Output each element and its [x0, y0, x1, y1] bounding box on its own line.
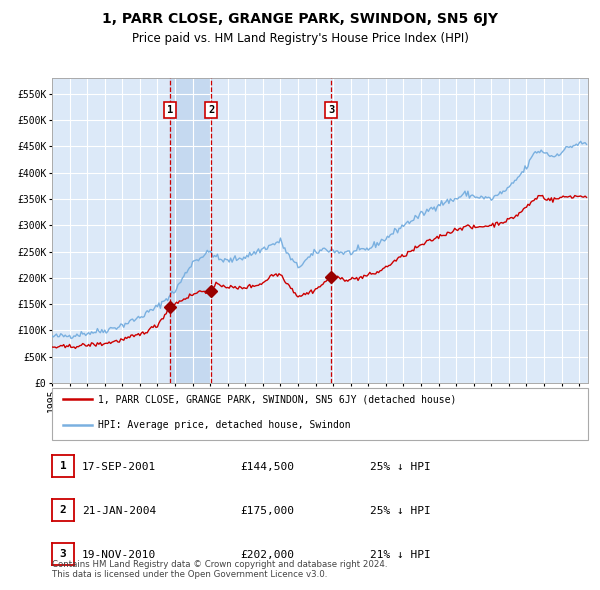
FancyBboxPatch shape: [52, 388, 588, 440]
Text: 1, PARR CLOSE, GRANGE PARK, SWINDON, SN5 6JY: 1, PARR CLOSE, GRANGE PARK, SWINDON, SN5…: [102, 12, 498, 26]
Text: £144,500: £144,500: [240, 462, 294, 472]
Text: 2: 2: [208, 105, 214, 115]
Text: Price paid vs. HM Land Registry's House Price Index (HPI): Price paid vs. HM Land Registry's House …: [131, 32, 469, 45]
Text: 1: 1: [167, 105, 173, 115]
Text: £175,000: £175,000: [240, 506, 294, 516]
Text: 3: 3: [59, 549, 67, 559]
Text: 1, PARR CLOSE, GRANGE PARK, SWINDON, SN5 6JY (detached house): 1, PARR CLOSE, GRANGE PARK, SWINDON, SN5…: [98, 395, 456, 404]
Text: £202,000: £202,000: [240, 550, 294, 560]
Text: 19-NOV-2010: 19-NOV-2010: [82, 550, 156, 560]
Text: 25% ↓ HPI: 25% ↓ HPI: [370, 506, 431, 516]
Bar: [170, 78, 211, 383]
Text: 1: 1: [59, 461, 67, 471]
Text: 3: 3: [328, 105, 334, 115]
Text: 21% ↓ HPI: 21% ↓ HPI: [370, 550, 431, 560]
Text: HPI: Average price, detached house, Swindon: HPI: Average price, detached house, Swin…: [98, 421, 350, 431]
Text: 21-JAN-2004: 21-JAN-2004: [82, 506, 156, 516]
Text: 17-SEP-2001: 17-SEP-2001: [82, 462, 156, 472]
Text: 2: 2: [59, 505, 67, 515]
Text: Contains HM Land Registry data © Crown copyright and database right 2024.
This d: Contains HM Land Registry data © Crown c…: [52, 560, 388, 579]
Text: 25% ↓ HPI: 25% ↓ HPI: [370, 462, 431, 472]
